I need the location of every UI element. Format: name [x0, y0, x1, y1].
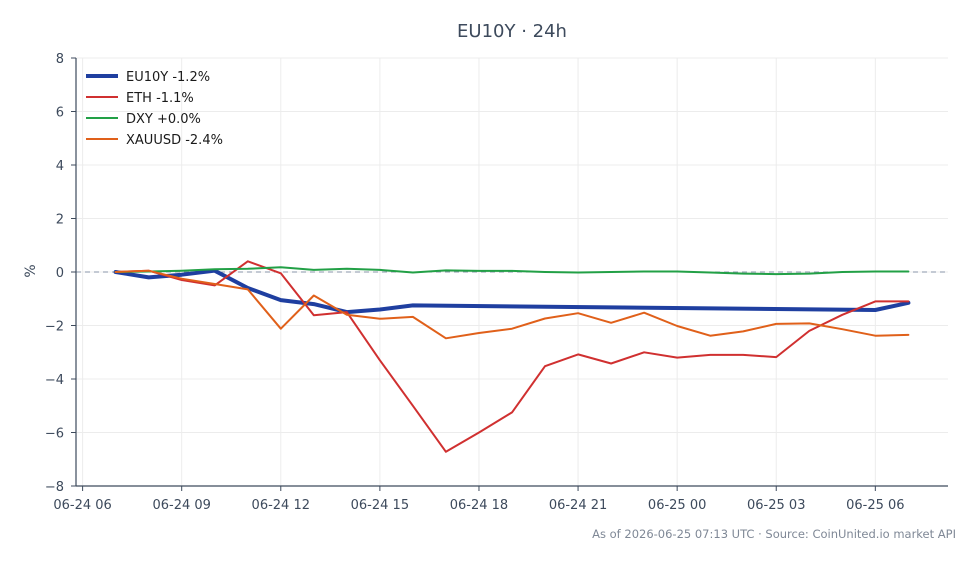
legend-label: DXY +0.0%: [126, 112, 201, 127]
series-line-0: [116, 271, 909, 312]
series-line-1: [116, 261, 909, 452]
legend-label: XAUUSD -2.4%: [126, 133, 223, 148]
x-tick-label: 06-25 00: [648, 498, 706, 513]
y-tick-label: 4: [56, 159, 64, 174]
x-tick-label: 06-24 12: [252, 498, 310, 513]
y-tick-label: −8: [45, 480, 64, 495]
y-tick-label: 6: [56, 106, 64, 121]
chart-title: EU10Y · 24h: [457, 21, 567, 42]
x-tick-label: 06-25 03: [747, 498, 805, 513]
legend-label: ETH -1.1%: [126, 91, 194, 106]
x-tick-label: 06-24 09: [152, 498, 210, 513]
x-tick-label: 06-24 21: [549, 498, 607, 513]
x-tick-label: 06-24 06: [53, 498, 111, 513]
y-tick-label: −4: [45, 373, 64, 388]
y-tick-label: −6: [45, 427, 64, 442]
series-layer: [116, 261, 909, 452]
chart-footer: As of 2026-06-25 07:13 UTC · Source: Coi…: [592, 527, 956, 541]
legend-label: EU10Y -1.2%: [126, 70, 210, 85]
y-axis-label: %: [23, 264, 39, 277]
x-tick-label: 06-24 18: [450, 498, 508, 513]
y-tick-label: 8: [56, 52, 64, 67]
x-tick-label: 06-25 06: [846, 498, 904, 513]
y-tick-label: 0: [56, 266, 64, 281]
legend: EU10Y -1.2% ETH -1.1% DXY +0.0% XAUUSD -2.4…: [86, 70, 223, 148]
y-tick-label: −2: [45, 320, 64, 335]
y-tick-label: 2: [56, 213, 64, 228]
x-tick-label: 06-24 15: [351, 498, 409, 513]
